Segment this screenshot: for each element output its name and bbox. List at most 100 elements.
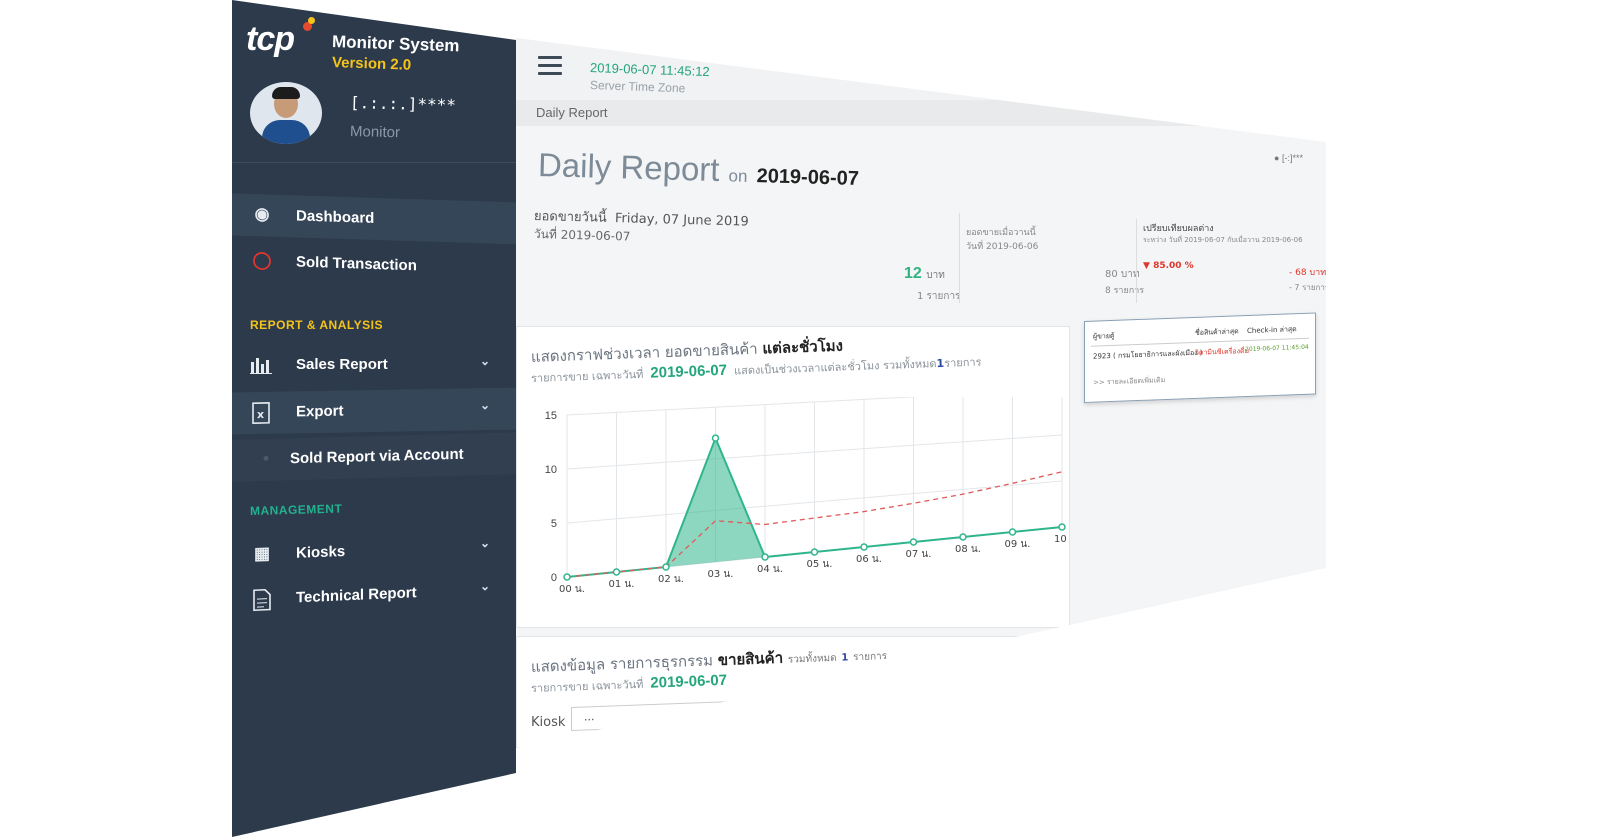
sidebar-subitem-sold-report-via-account[interactable]: • Sold Report via Account — [232, 432, 516, 482]
top-bar: 2019-06-07 11:45:12 Server Time Zone — [516, 38, 1326, 100]
section-report-analysis: REPORT & ANALYSIS — [250, 318, 383, 332]
x-tick-label: 08 น. — [955, 544, 981, 555]
x-tick-label: 03 น. — [708, 569, 734, 580]
sidebar-item-sales-report[interactable]: Sales Report ⌄ — [232, 344, 516, 386]
mini-header: ผู้ขายตู้ — [1093, 331, 1115, 341]
sidebar-item-label: Dashboard — [296, 207, 375, 227]
app-title: Monitor System — [331, 32, 460, 56]
more-details-link[interactable]: >> รายละเอียดเพิ่มเติม — [1093, 376, 1166, 387]
caret-down-icon: ▼ — [1143, 261, 1150, 271]
yesterday-date: วันที่ 2019-06-06 — [966, 242, 1039, 252]
compare-diff: - 68 บาท — [1289, 268, 1327, 278]
sidebar-item-label: Technical Report — [296, 584, 417, 607]
sidebar: tcp Monitor System Version 2.0 [.:.:.]**… — [232, 0, 516, 837]
sidebar-item-dashboard[interactable]: ◉ Dashboard — [232, 193, 516, 245]
sidebar-item-label: Sold Report via Account — [290, 445, 464, 468]
compare-percent: ▼ 85.00 % — [1143, 261, 1194, 271]
caret-down-icon: ▼ — [731, 705, 738, 717]
y-tick-label: 0 — [551, 572, 557, 584]
today-count: 1 รายการ — [917, 291, 961, 302]
breadcrumb-item[interactable]: Daily Report — [536, 105, 608, 120]
kiosk-select[interactable]: ... ▼ — [571, 700, 745, 731]
yesterday-label: ยอดขายเมื่อวานนี้ — [966, 228, 1036, 238]
mini-header: Check-in ล่าสุด — [1247, 325, 1297, 336]
sidebar-item-sold-transaction[interactable]: ◯ Sold Transaction — [232, 240, 516, 291]
data-point — [711, 434, 720, 442]
today-amount: 12 บาท — [904, 265, 945, 282]
yesterday-amount: 80 บาท — [1105, 269, 1140, 280]
x-tick-label: 10 น. — [1054, 534, 1069, 545]
x-tick-label: 07 น. — [906, 549, 932, 560]
compare-label: เปรียบเทียบผลต่าง — [1143, 224, 1214, 234]
building-icon: ▦ — [253, 543, 271, 564]
document-icon — [250, 588, 274, 612]
data-point — [959, 533, 967, 541]
hourly-chart-card: แสดงกราฟช่วงเวลา ยอดขายสินค้า แต่ละชั่วโ… — [516, 326, 1070, 628]
mini-cell: 2923 ( กรมโยธาธิการและผังเมือง ) — [1093, 348, 1203, 361]
mini-header: ชื่อสินค้าล่าสุด — [1195, 327, 1239, 337]
today-date: วันที่ 2019-06-07 — [533, 227, 631, 244]
excel-file-icon: x — [250, 402, 274, 424]
x-tick-label: 09 น. — [1005, 539, 1031, 550]
transactions-card: แสดงข้อมูล รายการธุรกรรม ขายสินค้า รวมทั… — [516, 636, 1318, 748]
data-point — [612, 568, 621, 576]
chevron-down-icon[interactable]: ⌄ — [479, 354, 490, 368]
sidebar-item-label: Sales Report — [296, 356, 388, 373]
compare-diff-count: - 7 รายการ — [1289, 283, 1330, 292]
data-point — [662, 563, 670, 571]
avatar[interactable] — [250, 82, 322, 144]
y-tick-label: 5 — [551, 518, 557, 530]
server-datetime: 2019-06-07 11:45:12 — [589, 60, 710, 80]
chevron-down-icon[interactable]: ⌄ — [479, 578, 490, 594]
sidebar-item-export[interactable]: x Export ⌄ — [232, 387, 516, 435]
user-chip-label: [-:]*** — [1281, 153, 1303, 163]
bar-chart-icon — [250, 354, 274, 376]
yesterday-count: 8 รายการ — [1105, 286, 1145, 296]
main-content: 2019-06-07 11:45:12 Server Time Zone Dai… — [516, 38, 1326, 748]
mini-cell: วิตามินซีเครื่องดื่ม — [1195, 346, 1250, 357]
app-version: Version 2.0 — [331, 54, 412, 74]
x-tick-label: 04 น. — [757, 564, 783, 575]
daily-summary: ยอดขายวันนี้ Friday, 07 June 2019 วันที่… — [524, 193, 1326, 313]
comparison-summary: เปรียบเทียบผลต่าง ระหว่าง วันที่ 2019-06… — [1136, 219, 1326, 303]
data-point — [1058, 523, 1066, 531]
x-tick-label: 06 น. — [856, 554, 882, 565]
x-tick-label: 05 น. — [807, 559, 833, 570]
data-point — [563, 573, 571, 581]
user-name: [.:.:.]**** — [349, 93, 457, 115]
breadcrumb: Daily Report — [516, 100, 1326, 126]
trend-line — [566, 471, 1063, 578]
svg-text:x: x — [257, 408, 264, 421]
dashboard-gauge-icon: ◉ — [254, 204, 270, 224]
sidebar-item-label: Kiosks — [296, 543, 346, 562]
hamburger-menu-icon[interactable] — [538, 56, 562, 76]
user-menu[interactable]: ● [-:]*** — [1274, 153, 1303, 163]
chevron-down-icon[interactable]: ⌄ — [479, 535, 490, 551]
x-tick-label: 01 น. — [609, 579, 635, 590]
sidebar-divider — [232, 162, 516, 163]
dot-icon: • — [263, 448, 269, 468]
kiosk-label: Kiosk — [531, 715, 566, 730]
hourly-sales-chart: 0 5 10 15 00 น. 01 น. 02 น. 03 น. 04 น. 05 น. 06 น… — [545, 397, 1069, 595]
kiosk-select-value: ... — [584, 710, 595, 724]
logo-dot-yellow — [308, 17, 315, 24]
compare-description: ระหว่าง วันที่ 2019-06-07 กับเมื่อวาน 20… — [1143, 236, 1303, 244]
y-tick-label: 15 — [545, 410, 557, 422]
data-point — [909, 538, 918, 546]
data-point — [761, 553, 769, 561]
sidebar-item-label: Sold Transaction — [296, 253, 417, 275]
sales-area — [567, 438, 1062, 577]
logo-dot-red — [303, 22, 312, 31]
section-management: MANAGEMENT — [249, 501, 343, 518]
y-tick-label: 10 — [545, 464, 557, 476]
sidebar-item-technical-report[interactable]: Technical Report ⌄ — [232, 568, 516, 622]
chevron-down-icon[interactable]: ⌄ — [479, 398, 490, 413]
data-point — [1008, 528, 1017, 536]
user-icon: ● — [1274, 153, 1280, 163]
user-role: Monitor — [349, 123, 401, 142]
page-title: Daily Report on 2019-06-07 — [537, 146, 860, 190]
data-point — [810, 548, 819, 556]
data-point — [860, 543, 868, 551]
circle-icon: ◯ — [252, 250, 272, 270]
server-timezone-label: Server Time Zone — [589, 78, 686, 96]
